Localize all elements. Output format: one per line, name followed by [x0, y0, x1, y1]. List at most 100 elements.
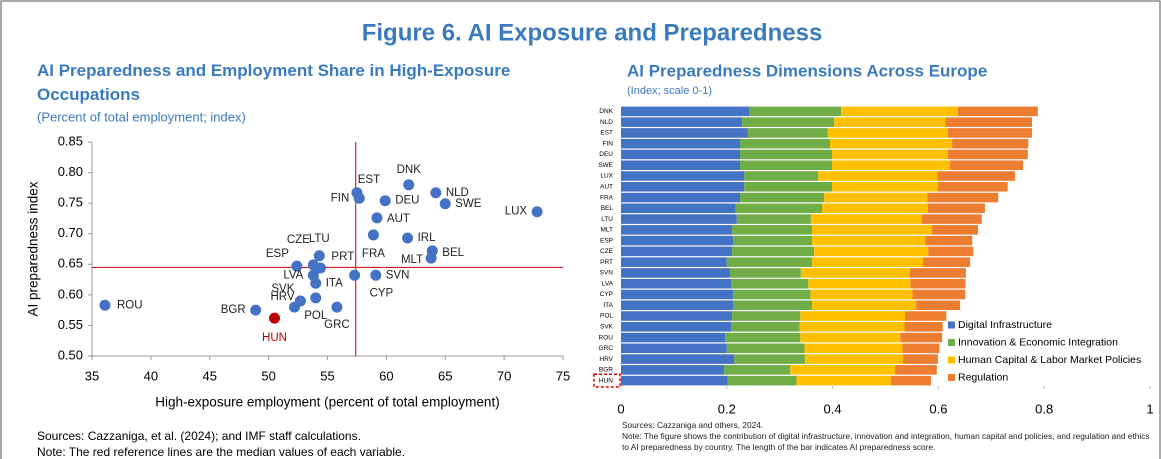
bar-segment [732, 246, 815, 257]
bar-segment [912, 289, 966, 300]
point-label: EST [358, 174, 380, 186]
x-tick-label: 75 [556, 368, 570, 383]
point-label: DNK [397, 164, 422, 176]
data-point [291, 260, 303, 272]
chart-title-line: AI Preparedness and Employment Share in … [37, 61, 510, 80]
category-label: LVA [602, 280, 614, 287]
data-point [403, 179, 415, 191]
category-label: CYP [600, 291, 613, 298]
point-label: PRT [331, 251, 354, 263]
bar-segment [732, 225, 812, 235]
category-label: LTU [601, 216, 613, 223]
bar-segment [749, 106, 842, 117]
bar-segment [950, 160, 1024, 171]
point-label: SVK [271, 283, 294, 295]
bar-segment [621, 375, 728, 386]
bar-segment [900, 332, 943, 343]
bar-segment [824, 192, 928, 203]
bar-segment [621, 214, 737, 224]
y-tick-label: 0.75 [58, 195, 83, 210]
bar-segment [747, 128, 828, 138]
bar-segment [832, 181, 938, 192]
bar-segment [621, 235, 734, 246]
category-label: NLD [600, 119, 613, 126]
data-point [269, 312, 281, 324]
bar-segment [834, 117, 946, 127]
point-label: IRL [418, 232, 437, 244]
category-label: MLT [600, 227, 613, 234]
bar-segment [621, 192, 741, 203]
x-tick-label: 0.4 [824, 401, 842, 416]
legend-label: Digital Infrastructure [958, 319, 1052, 331]
point-label: POL [304, 310, 328, 322]
bar-segment [740, 192, 825, 203]
bar-segment [902, 354, 938, 364]
bar-segment [621, 117, 743, 127]
bar-segment [621, 171, 745, 181]
y-tick-label: 0.80 [58, 164, 83, 179]
right-note: Note: The figure shows the contribution … [622, 431, 1150, 452]
bar-segment [841, 106, 958, 117]
point-label: LTU [309, 233, 330, 245]
point-label: SWE [455, 198, 482, 210]
data-point [349, 269, 361, 281]
bar-segment [621, 160, 741, 171]
category-label: FRA [600, 194, 614, 201]
sources: Sources: Cazzaniga, et al. (2024); and I… [37, 429, 361, 443]
data-point [313, 250, 325, 262]
category-label: ROU [599, 334, 614, 341]
category-label: LUX [600, 173, 613, 180]
point-label: ITA [326, 277, 343, 289]
bar-segment [800, 311, 906, 321]
bar-segment [621, 225, 733, 235]
point-label: FIN [331, 192, 350, 204]
bar-segment [808, 278, 911, 289]
bar-segment [733, 300, 812, 311]
category-label: HUN [599, 377, 613, 384]
bar-segment [827, 128, 948, 138]
bar-segment [621, 268, 730, 278]
y-tick-label: 0.85 [58, 133, 83, 148]
y-tick-label: 0.60 [58, 286, 83, 301]
bar-segment [729, 268, 801, 278]
bar-segment [945, 117, 1033, 127]
legend-label: Innovation & Economic Integration [958, 336, 1118, 348]
x-tick-label: 45 [203, 368, 217, 383]
bar-segment [890, 375, 931, 386]
point-label: NLD [446, 187, 469, 199]
data-point [331, 301, 343, 313]
legend-swatch [948, 339, 955, 346]
category-label: BEL [601, 205, 614, 212]
bar-segment [731, 322, 800, 332]
x-axis-label: High-exposure employment (percent of tot… [155, 395, 499, 410]
bar-segment [621, 128, 748, 138]
point-label: CZE [287, 234, 310, 246]
bar-segment [928, 246, 974, 257]
y-tick-label: 0.70 [58, 225, 83, 240]
point-label: ESP [266, 248, 289, 260]
bar-segment [811, 257, 924, 267]
category-label: DEU [599, 151, 613, 158]
legend-swatch [948, 321, 955, 329]
bar-segment [621, 138, 741, 149]
bar-segment [725, 332, 801, 343]
x-tick-label: 65 [438, 368, 452, 383]
bar-segment [811, 225, 933, 235]
highlight-box [593, 373, 621, 388]
y-tick-label: 0.55 [58, 317, 83, 332]
bar-segment [796, 375, 891, 386]
legend-label: Human Capital & Labor Market Policies [958, 354, 1141, 366]
right-sources: Sources: Cazzaniga and others, 2024. [622, 420, 764, 430]
bar-segment [957, 106, 1038, 117]
bar-segment [810, 289, 913, 300]
category-label: SVN [600, 270, 614, 277]
bar-segment [947, 128, 1033, 138]
bar-segment [804, 343, 903, 354]
bar-segment [922, 214, 982, 224]
data-point [531, 206, 543, 218]
bar-segment [621, 106, 750, 117]
point-label: AUT [387, 213, 410, 225]
bar-segment [732, 311, 801, 321]
